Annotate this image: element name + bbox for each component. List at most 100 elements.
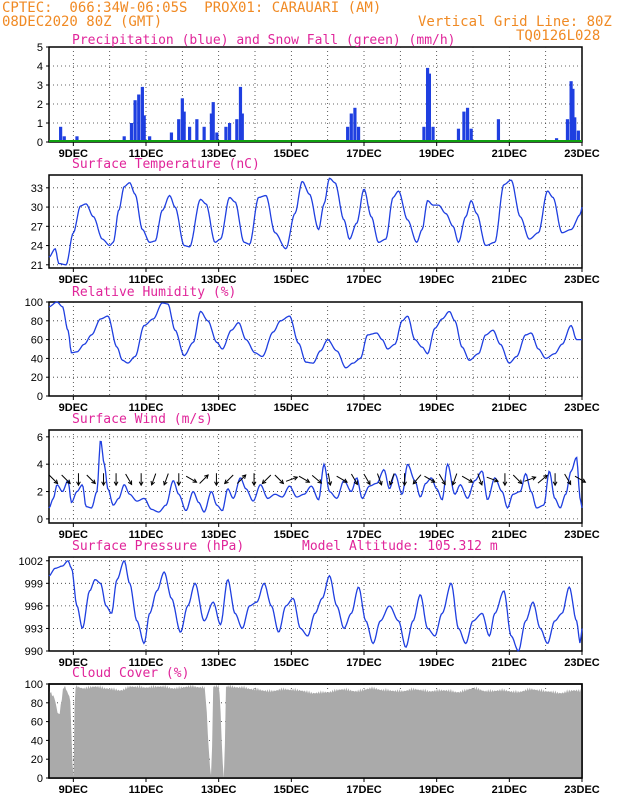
- x-tick-label: 17DEC: [346, 402, 382, 414]
- y-tick-label: 999: [25, 578, 43, 590]
- wind-arrow-head: [552, 481, 558, 487]
- y-tick-label: 993: [25, 623, 43, 635]
- wind-arrow-head: [468, 478, 474, 483]
- x-tick-label: 13DEC: [201, 148, 237, 160]
- y-tick-label: 30: [31, 202, 43, 214]
- panel-frame: [48, 46, 583, 143]
- wind-arrow: [574, 475, 587, 483]
- y-tick-label: 6: [37, 432, 43, 444]
- wind-arrow-shaft: [285, 476, 298, 482]
- y-tick-label: 24: [31, 241, 43, 253]
- wind-arrow-shaft: [452, 473, 458, 486]
- precip-bar: [462, 111, 466, 142]
- precip-bar: [62, 136, 66, 142]
- x-tick-label: 13DEC: [201, 529, 237, 541]
- precip-bar: [569, 81, 573, 142]
- wind-arrow-head: [163, 480, 168, 486]
- y-tick-label: 80: [31, 698, 43, 710]
- panel-title: Cloud Cover (%): [72, 666, 189, 681]
- wind-arrow-shaft: [125, 473, 133, 485]
- precip-bar: [75, 136, 79, 142]
- wind-arrow: [461, 475, 474, 483]
- y-tick-label: 0: [37, 391, 43, 403]
- series-line: [48, 440, 583, 513]
- precip-bar: [148, 136, 152, 142]
- wind-arrow-head: [366, 480, 371, 486]
- y-tick-label: 3: [37, 80, 43, 92]
- wind-arrow-head: [305, 478, 311, 483]
- x-tick-label: 9DEC: [59, 529, 88, 541]
- precip-bar: [456, 128, 461, 142]
- y-tick-label: 996: [25, 601, 43, 613]
- wind-arrow-shaft: [389, 473, 395, 486]
- wind-arrow: [412, 474, 422, 485]
- x-tick-label: 11DEC: [129, 657, 164, 669]
- header-grid-note: Vertical Grid Line: 80Z: [418, 14, 612, 30]
- wind-arrow-shaft: [336, 475, 348, 483]
- x-tick-label: 13DEC: [201, 402, 237, 414]
- wind-arrow: [350, 473, 358, 486]
- x-tick-label: 21DEC: [492, 529, 528, 541]
- x-tick-label: 17DEC: [346, 657, 382, 669]
- wind-arrow-shaft: [298, 475, 310, 483]
- wind-arrow: [163, 473, 169, 486]
- precip-bar: [133, 100, 137, 142]
- precip-bar: [182, 111, 186, 142]
- wind-arrow-head: [327, 481, 333, 487]
- wind-arrow-shaft: [412, 474, 422, 485]
- header-location: CPTEC: 066:34W-06:05S PROX01: CARAUARI (…: [2, 0, 382, 16]
- y-tick-label: 0: [37, 773, 43, 785]
- wind-arrow: [150, 473, 157, 486]
- x-tick-label: 19DEC: [419, 402, 455, 414]
- wind-arrow-head: [581, 478, 587, 483]
- wind-arrow-shaft: [477, 473, 483, 486]
- wind-arrow: [564, 473, 572, 486]
- wind-arrow-head: [214, 481, 219, 487]
- y-tick-label: 20: [31, 372, 43, 384]
- wind-arrow: [61, 474, 71, 485]
- wind-arrow-shaft: [438, 473, 446, 485]
- wind-arrow-head: [517, 479, 523, 485]
- wind-arrow-head: [388, 480, 394, 486]
- x-tick-label: 11DEC: [129, 148, 164, 160]
- wind-arrow: [311, 474, 323, 484]
- precip-bar: [571, 88, 575, 142]
- x-tick-label: 13DEC: [201, 274, 237, 286]
- x-tick-label: 15DEC: [274, 402, 310, 414]
- wind-arrow-shaft: [311, 474, 322, 484]
- wind-arrow: [376, 473, 383, 486]
- wind-arrow: [236, 474, 247, 484]
- wind-arrow-head: [150, 480, 155, 486]
- wind-arrow-head: [76, 481, 81, 487]
- header-code: TQ0126L028: [516, 28, 601, 44]
- wind-arrow-head: [176, 481, 182, 487]
- precip-bar: [211, 102, 215, 142]
- precip-bar: [349, 113, 353, 142]
- x-tick-label: 9DEC: [59, 148, 88, 160]
- wind-arrow-head: [66, 479, 71, 485]
- wind-arrow-shaft: [524, 476, 536, 482]
- wind-arrow: [502, 473, 508, 487]
- panel-frame: [48, 429, 583, 524]
- x-tick-label: 11DEC: [129, 274, 164, 286]
- series-line: [48, 560, 583, 652]
- wind-arrow-head: [101, 481, 106, 487]
- precip-bar: [425, 67, 430, 142]
- wind-arrow-head: [412, 479, 418, 485]
- panel-1: 21 24 27 30 33 9DEC 11DEC 13DEC 15DEC 17DEC 19DEC 2…: [31, 157, 600, 286]
- panel-frame: [48, 174, 583, 269]
- x-tick-label: 23DEC: [564, 657, 600, 669]
- panel-frame: [48, 556, 583, 652]
- x-tick-label: 9DEC: [59, 784, 88, 796]
- y-tick-label: 40: [31, 353, 43, 365]
- precip-bar: [140, 86, 144, 142]
- wind-arrow-head: [543, 474, 548, 480]
- wind-arrow: [438, 473, 446, 486]
- wind-arrow-head: [192, 478, 198, 483]
- x-tick-label: 17DEC: [346, 529, 382, 541]
- precip-bar: [238, 86, 243, 142]
- wind-arrow-shaft: [537, 474, 548, 484]
- wind-arrow: [138, 473, 144, 487]
